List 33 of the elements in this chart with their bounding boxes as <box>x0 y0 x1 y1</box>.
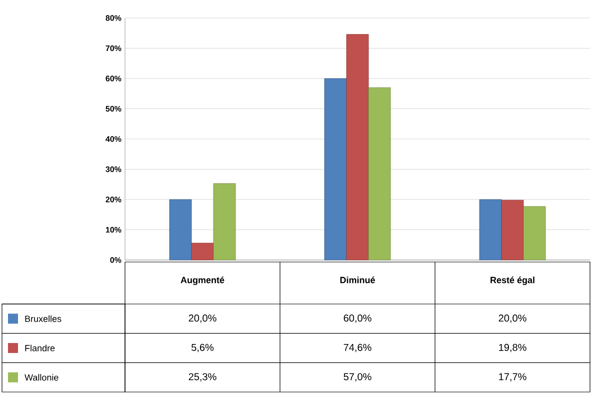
data-label: 5,6% <box>192 344 214 352</box>
data-label: 25,3% <box>188 373 216 382</box>
y-tick-label: 10% <box>106 226 122 233</box>
y-tick-label: 50% <box>106 106 122 112</box>
bar <box>191 242 214 260</box>
legend-label: Bruxelles <box>25 315 62 322</box>
y-tick-label: 60% <box>106 76 122 82</box>
x-tick-label: Diminué <box>340 276 375 284</box>
bar <box>213 183 236 260</box>
y-tick-label: 70% <box>106 45 122 52</box>
data-label: 17,7% <box>499 373 526 382</box>
bar <box>169 199 192 260</box>
legend-label: Flandre <box>25 344 55 352</box>
legend-label: Wallonie <box>24 374 58 381</box>
data-label: 19,8% <box>499 344 526 352</box>
y-tick-label: 20% <box>106 196 122 202</box>
bar <box>501 200 524 260</box>
bar <box>368 87 391 260</box>
bar <box>324 78 347 260</box>
y-tick-label: 40% <box>106 136 122 142</box>
x-tick-label: Augmenté <box>180 276 224 286</box>
data-label: 20,0% <box>498 314 526 323</box>
x-tick-label: Resté égal <box>490 276 534 286</box>
y-tick-label: 0% <box>110 257 122 263</box>
data-label: 74,6% <box>344 344 372 352</box>
y-tick-label: 80% <box>106 15 122 21</box>
bar <box>479 199 502 260</box>
y-tick-label: 30% <box>106 166 122 172</box>
bar <box>346 34 369 260</box>
data-label: 20,0% <box>188 314 216 323</box>
bar <box>523 206 546 260</box>
data-label: 57,0% <box>344 373 372 382</box>
data-label: 60,0% <box>344 314 372 323</box>
